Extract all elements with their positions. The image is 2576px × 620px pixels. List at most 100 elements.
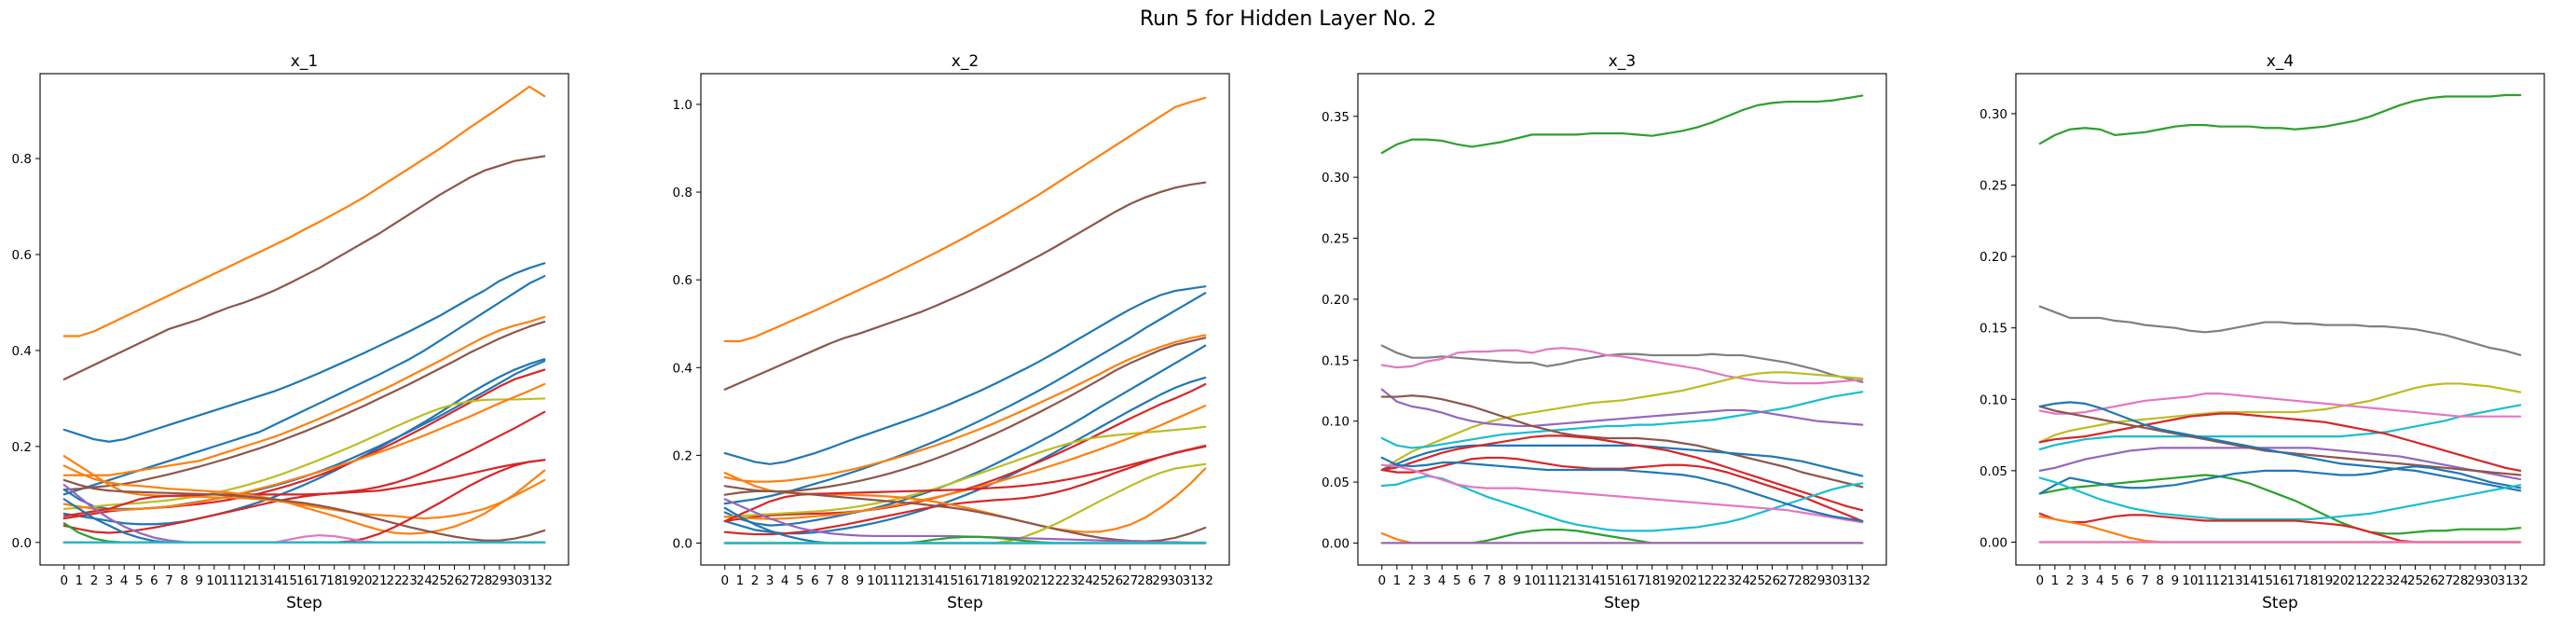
x-tick-label: 16 xyxy=(1614,573,1630,588)
x-tick-label: 11 xyxy=(1539,573,1555,588)
series-line-1 xyxy=(723,96,1207,343)
x-tick-label: 0 xyxy=(720,573,729,588)
x-tick-label: 25 xyxy=(2407,573,2423,588)
x-tick-label: 28 xyxy=(1794,573,1810,588)
x-tick-label: 27 xyxy=(1779,573,1795,588)
y-tick-label: 0.00 xyxy=(1322,536,1350,551)
x-tick-label: 0 xyxy=(1377,573,1386,588)
x-tick-label: 3 xyxy=(105,573,114,588)
x-tick-label: 23 xyxy=(2377,573,2393,588)
x-tick-label: 12 xyxy=(897,573,912,588)
x-tick-label: 12 xyxy=(2212,573,2227,588)
subplot-x_4: x_40.000.050.100.150.200.250.300 1 2 3 4 5 6 7 8… xyxy=(1980,52,2545,613)
subplot-title: x_4 xyxy=(2267,52,2294,71)
y-tick-label: 0.10 xyxy=(1980,393,2007,407)
series-line-2 xyxy=(1380,344,1864,383)
y-tick-label: 0.2 xyxy=(673,448,692,463)
series-line-7 xyxy=(2038,447,2522,481)
subplot-title: x_1 xyxy=(291,52,318,71)
x-tick-label: 20 xyxy=(1017,573,1033,588)
x-axis-label: Step xyxy=(1604,594,1640,613)
x-tick-label: 28 xyxy=(1137,573,1153,588)
x-tick-label: 17 xyxy=(2287,573,2303,588)
series-line-5 xyxy=(1380,391,1864,449)
x-tick-label: 25 xyxy=(1092,573,1108,588)
series-line-6 xyxy=(723,337,1207,493)
x-tick-label: 1 xyxy=(736,573,745,588)
x-tick-label: 18 xyxy=(1644,573,1660,588)
y-tick-label: 0.15 xyxy=(1322,353,1350,368)
x-tick-label: 9 xyxy=(2171,573,2179,588)
x-tick-label: 15 xyxy=(2257,573,2273,588)
y-tick-label: 0.6 xyxy=(12,248,32,263)
x-tick-label: 7 xyxy=(165,573,173,588)
x-tick-label: 22 xyxy=(2363,573,2378,588)
x-tick-label: 21 xyxy=(1032,573,1048,588)
series-line-10 xyxy=(1380,456,1864,523)
x-tick-label: 9 xyxy=(856,573,864,588)
series-line-4 xyxy=(1380,371,1864,472)
x-tick-label: 27 xyxy=(2437,573,2453,588)
series-line-14 xyxy=(62,459,546,517)
y-tick-label: 0.15 xyxy=(1980,322,2007,337)
y-tick-label: 0.4 xyxy=(12,344,32,359)
x-tick-label: 3 xyxy=(2081,573,2090,588)
x-tick-label: 6 xyxy=(150,573,158,588)
series-line-11 xyxy=(2038,465,2522,495)
x-tick-label: 17 xyxy=(972,573,988,588)
x-tick-label: 25 xyxy=(1749,573,1765,588)
series-line-5 xyxy=(723,334,1207,483)
x-axis-label: Step xyxy=(947,594,983,613)
x-tick-label: 28 xyxy=(476,573,492,588)
subplot-title: x_3 xyxy=(1609,52,1636,71)
series-group xyxy=(723,96,1207,544)
x-tick-label: 31 xyxy=(1840,573,1856,588)
y-tick-label: 0.30 xyxy=(1322,171,1350,186)
x-tick-label: 22 xyxy=(1705,573,1720,588)
series-line-8 xyxy=(723,376,1207,535)
x-tick-label: 14 xyxy=(927,573,943,588)
y-tick-label: 0.20 xyxy=(1980,250,2007,265)
series-line-1 xyxy=(62,85,546,338)
x-tick-label: 14 xyxy=(267,573,282,588)
x-tick-label: 24 xyxy=(1734,573,1750,588)
x-tick-label: 29 xyxy=(1152,573,1168,588)
x-tick-label: 8 xyxy=(180,573,188,588)
series-line-3 xyxy=(1380,347,1864,385)
series-line-2 xyxy=(2038,305,2522,356)
x-tick-label: 6 xyxy=(811,573,819,588)
series-line-12 xyxy=(1380,463,1864,524)
x-tick-label: 10 xyxy=(206,573,222,588)
x-tick-label: 16 xyxy=(296,573,312,588)
x-tick-label: 29 xyxy=(491,573,507,588)
series-line-15 xyxy=(62,464,546,535)
x-tick-label: 17 xyxy=(1629,573,1645,588)
x-tick-label: 30 xyxy=(2482,573,2498,588)
x-tick-label: 18 xyxy=(2302,573,2318,588)
x-tick-label: 7 xyxy=(1483,573,1491,588)
x-tick-label: 19 xyxy=(1659,573,1675,588)
x-tick-label: 21 xyxy=(2347,573,2363,588)
y-tick-label: 1.0 xyxy=(673,98,692,113)
x-tick-label: 32 xyxy=(1198,573,1213,588)
series-line-9 xyxy=(1380,434,1864,512)
x-tick-label: 19 xyxy=(341,573,357,588)
x-tick-label: 21 xyxy=(1689,573,1705,588)
x-tick-label: 13 xyxy=(1569,573,1585,588)
x-tick-label: 32 xyxy=(1855,573,1870,588)
x-tick-label: 4 xyxy=(781,573,789,588)
x-tick-label: 24 xyxy=(2392,573,2408,588)
x-tick-label: 0 xyxy=(2035,573,2044,588)
series-line-10 xyxy=(2038,474,2522,535)
x-tick-label: 8 xyxy=(2156,573,2164,588)
x-tick-label: 4 xyxy=(1438,573,1446,588)
x-tick-label: 3 xyxy=(766,573,774,588)
x-tick-label: 10 xyxy=(2182,573,2198,588)
x-tick-label: 7 xyxy=(2141,573,2149,588)
x-tick-label: 9 xyxy=(195,573,203,588)
series-line-5 xyxy=(2038,393,2522,418)
x-axis-label: Step xyxy=(2262,594,2298,613)
x-tick-label: 18 xyxy=(326,573,342,588)
x-tick-label: 11 xyxy=(221,573,237,588)
series-line-3 xyxy=(62,262,546,443)
